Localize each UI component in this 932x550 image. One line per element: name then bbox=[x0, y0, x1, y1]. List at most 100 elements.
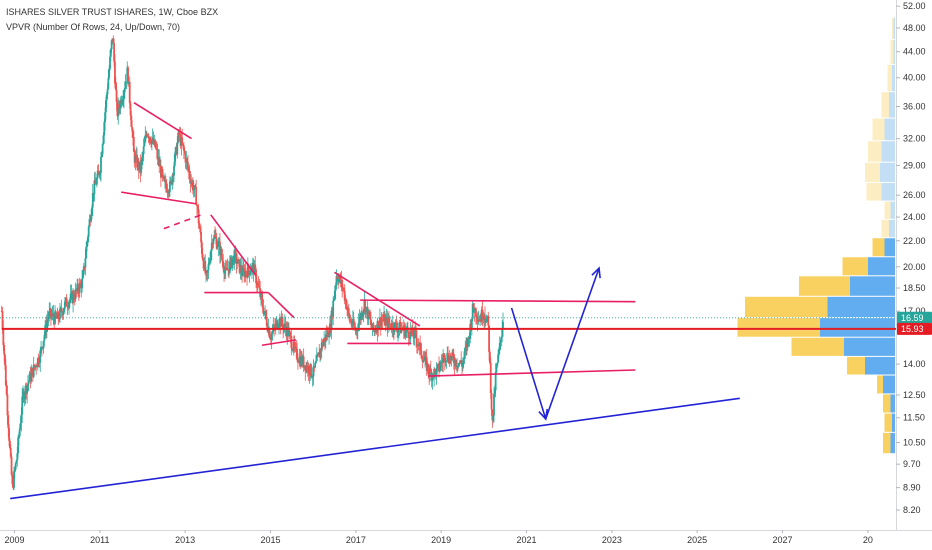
candle-body-down bbox=[255, 269, 257, 283]
time-tick-label: 2013 bbox=[175, 535, 195, 545]
candle-body-down bbox=[395, 323, 398, 329]
candle-body-down bbox=[2, 328, 5, 346]
drawing-overlays bbox=[0, 102, 911, 500]
candle-body-up bbox=[63, 301, 66, 309]
candle-body-up bbox=[463, 351, 466, 359]
candle-body-up bbox=[96, 170, 99, 178]
candle-body-down bbox=[9, 440, 11, 449]
candle-body-up bbox=[208, 262, 211, 265]
candle-body-up bbox=[210, 242, 213, 251]
candle-body-down bbox=[297, 359, 299, 362]
trend-line bbox=[261, 339, 297, 347]
candle-body-down bbox=[6, 394, 9, 416]
candle-body-down bbox=[164, 180, 167, 186]
price-tick-label: 9.70 bbox=[903, 459, 921, 469]
volume-bar-down bbox=[799, 276, 850, 296]
volume-bar-down bbox=[890, 40, 894, 64]
candle-body-down bbox=[146, 134, 148, 136]
candle-body-up bbox=[15, 460, 18, 464]
candle-body-down bbox=[368, 310, 371, 318]
candle-body-up bbox=[104, 112, 106, 123]
candle-body-down bbox=[114, 61, 116, 84]
symbol-title: ISHARES SILVER TRUST ISHARES, 1W, Cboe B… bbox=[6, 7, 219, 17]
price-tick-label: 11.50 bbox=[903, 413, 925, 423]
candle-body-down bbox=[434, 369, 436, 371]
candle-body-down bbox=[178, 132, 180, 135]
candle-body-up bbox=[46, 319, 49, 323]
candle-body-down bbox=[118, 104, 120, 108]
candle-body-down bbox=[411, 327, 414, 336]
candle-body-up bbox=[23, 394, 26, 400]
candle-body-up bbox=[404, 330, 407, 337]
candle-body-up bbox=[292, 349, 294, 351]
candle-body-up bbox=[409, 330, 412, 340]
candle-body-up bbox=[40, 346, 42, 351]
candle-body-up bbox=[316, 354, 319, 356]
candle-body-up bbox=[108, 68, 111, 78]
candle-body-down bbox=[181, 137, 184, 144]
price-tick-label: 18.50 bbox=[903, 283, 926, 293]
candle-body-down bbox=[346, 309, 349, 310]
candle-body-up bbox=[328, 336, 330, 338]
volume-bar-down bbox=[884, 201, 891, 219]
volume-bar-down bbox=[791, 337, 844, 356]
candle-body-up bbox=[320, 342, 323, 352]
volume-bar-up bbox=[865, 356, 895, 375]
candle-body-down bbox=[260, 293, 263, 299]
candle-body-up bbox=[495, 366, 498, 372]
candle-body-up bbox=[397, 329, 399, 333]
candle-body-down bbox=[132, 131, 134, 138]
candle-body-up bbox=[244, 271, 247, 278]
candle-body-up bbox=[283, 326, 285, 330]
candle-body-down bbox=[262, 307, 265, 314]
volume-bar-down bbox=[865, 162, 880, 182]
trend-line bbox=[133, 102, 192, 140]
candle-body-down bbox=[37, 358, 40, 364]
candle-body-up bbox=[324, 334, 327, 342]
candle-body-up bbox=[190, 182, 193, 184]
candle-body-down bbox=[336, 276, 339, 279]
price-tick-label: 52.00 bbox=[903, 1, 926, 11]
volume-bar-down bbox=[877, 375, 883, 394]
candle-body-up bbox=[84, 258, 87, 268]
candle-body-down bbox=[289, 332, 292, 336]
candle-body-up bbox=[144, 135, 147, 143]
candle-body-down bbox=[452, 352, 454, 357]
time-tick-label: 2015 bbox=[260, 535, 280, 545]
time-tick-label: 2011 bbox=[90, 535, 109, 545]
candle-body-up bbox=[501, 328, 504, 338]
time-tick-label: 2025 bbox=[687, 535, 707, 545]
candle-body-down bbox=[182, 145, 185, 151]
candle-body-down bbox=[489, 362, 492, 394]
candle-body-down bbox=[191, 181, 194, 191]
candle-body-down bbox=[131, 126, 134, 132]
candle-body-up bbox=[18, 435, 20, 438]
candle-body-up bbox=[43, 335, 46, 341]
candle-body-up bbox=[236, 263, 239, 264]
volume-bar-up bbox=[850, 276, 895, 296]
candle-body-down bbox=[97, 170, 100, 172]
candle-body-down bbox=[200, 231, 202, 243]
candle-body-down bbox=[415, 331, 417, 339]
candle-body-up bbox=[63, 308, 65, 312]
volume-bar-down bbox=[745, 296, 828, 318]
price-axis[interactable]: 52.00 48.00 44.00 40.00 36.00 32.00 29.00 26.00… bbox=[896, 1, 926, 515]
candle-body-up bbox=[95, 177, 98, 185]
candle-body-down bbox=[112, 38, 115, 44]
candle-body-up bbox=[206, 270, 209, 273]
candle-body-up bbox=[107, 77, 110, 89]
candle-body-up bbox=[311, 376, 314, 378]
candle-body-down bbox=[427, 364, 430, 372]
candle-body-up bbox=[249, 272, 252, 275]
candle-body-down bbox=[8, 428, 10, 441]
time-axis[interactable]: 2009 2011 2013 2015 2017 2019 2021 2023 2025 2027… bbox=[4, 530, 873, 545]
candle-body-up bbox=[13, 471, 15, 488]
candle-body-up bbox=[117, 104, 120, 117]
candle-body-up bbox=[362, 309, 365, 314]
candle-body-up bbox=[393, 322, 396, 333]
candle-body-down bbox=[407, 331, 410, 338]
candle-body-down bbox=[295, 346, 298, 349]
candle-body-up bbox=[315, 360, 317, 364]
candle-body-down bbox=[327, 330, 330, 338]
